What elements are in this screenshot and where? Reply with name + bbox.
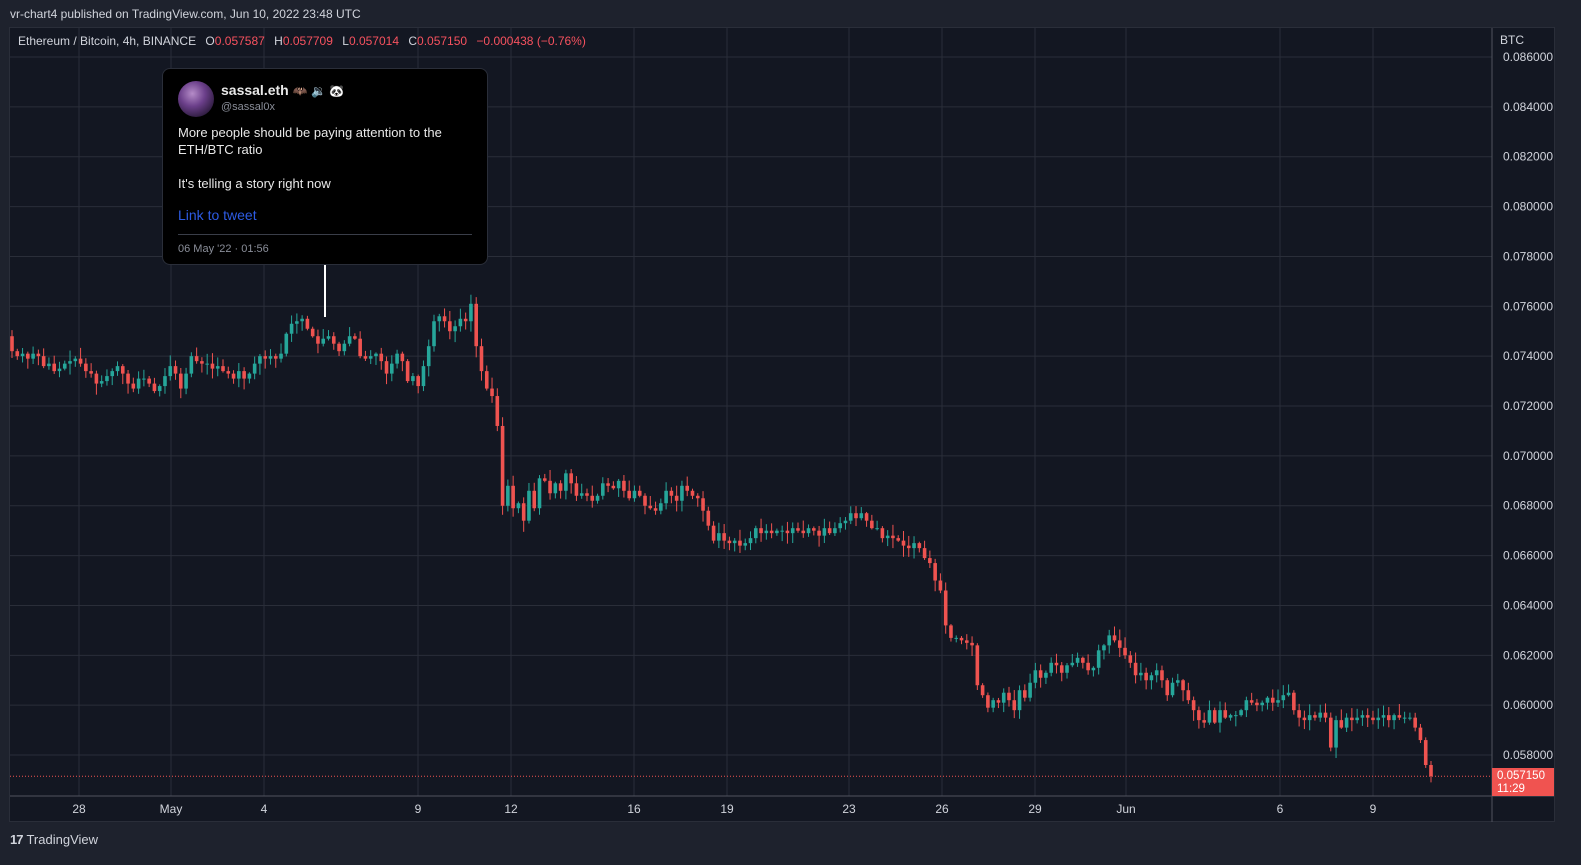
close-label: C	[408, 34, 418, 48]
svg-text:0.076000: 0.076000	[1503, 299, 1553, 313]
open-label: O	[205, 34, 215, 48]
svg-text:19: 19	[720, 802, 734, 816]
bar-countdown: 11:29	[1497, 783, 1525, 795]
last-price-tag: 0.057150 11:29	[1492, 768, 1554, 796]
tweet-card: sassal.eth 🦇 🔉 🐼 @sassal0x More people sh…	[162, 68, 488, 265]
svg-text:6: 6	[1277, 802, 1284, 816]
symbol-label[interactable]: Ethereum / Bitcoin, 4h, BINANCE	[18, 34, 197, 48]
tweet-handle: @sassal0x	[221, 101, 275, 113]
low-value: 0.057014	[348, 34, 399, 48]
svg-text:9: 9	[415, 802, 422, 816]
high-label: H	[274, 34, 283, 48]
svg-text:0.082000: 0.082000	[1503, 150, 1553, 164]
tweet-line-2: It's telling a story right now	[178, 176, 331, 191]
tweet-body: More people should be paying attention t…	[178, 124, 478, 192]
open-value: 0.057587	[214, 34, 265, 48]
avatar[interactable]	[178, 81, 214, 117]
svg-text:0.070000: 0.070000	[1503, 449, 1553, 463]
svg-text:0.066000: 0.066000	[1503, 549, 1553, 563]
svg-text:0.080000: 0.080000	[1503, 200, 1553, 214]
svg-text:0.074000: 0.074000	[1503, 349, 1553, 363]
tradingview-brand: TradingView	[26, 832, 99, 847]
price-axis-unit: BTC	[1500, 33, 1524, 47]
tradingview-mark-icon: 17	[10, 832, 24, 847]
tweet-date: 06 May '22 · 01:56	[178, 243, 269, 255]
svg-text:16: 16	[627, 802, 641, 816]
svg-text:0.072000: 0.072000	[1503, 399, 1553, 413]
svg-text:9: 9	[1370, 802, 1377, 816]
svg-text:0.064000: 0.064000	[1503, 598, 1553, 612]
svg-text:29: 29	[1028, 802, 1042, 816]
tweet-author: sassal.eth 🦇 🔉 🐼	[221, 82, 344, 98]
svg-text:0.068000: 0.068000	[1503, 499, 1553, 513]
svg-text:Jun: Jun	[1116, 802, 1135, 816]
close-value: 0.057150	[417, 34, 468, 48]
link-to-tweet[interactable]: Link to tweet	[178, 207, 257, 223]
divider	[178, 234, 472, 235]
svg-text:0.060000: 0.060000	[1503, 698, 1553, 712]
svg-text:0.084000: 0.084000	[1503, 100, 1553, 114]
svg-text:26: 26	[935, 802, 949, 816]
low-label: L	[342, 34, 349, 48]
last-price-value: 0.057150	[1497, 770, 1545, 782]
svg-text:0.078000: 0.078000	[1503, 249, 1553, 263]
svg-text:28: 28	[72, 802, 86, 816]
author-name: sassal.eth	[221, 82, 289, 98]
svg-text:0.058000: 0.058000	[1503, 748, 1553, 762]
svg-text:0.086000: 0.086000	[1503, 50, 1553, 64]
svg-text:0.062000: 0.062000	[1503, 648, 1553, 662]
tradingview-logo[interactable]: 17 TradingView	[10, 832, 98, 847]
change-value: −0.000438 (−0.76%)	[476, 34, 586, 48]
svg-text:12: 12	[504, 802, 518, 816]
publish-line: vr-chart4 published on TradingView.com, …	[10, 7, 361, 21]
high-value: 0.057709	[282, 34, 333, 48]
ohlc-legend: Ethereum / Bitcoin, 4h, BINANCE O0.05758…	[18, 34, 586, 48]
tweet-line-1: More people should be paying attention t…	[178, 125, 442, 157]
svg-text:May: May	[160, 802, 183, 816]
svg-text:4: 4	[261, 802, 268, 816]
author-emojis: 🦇 🔉 🐼	[292, 84, 345, 98]
svg-text:23: 23	[842, 802, 856, 816]
